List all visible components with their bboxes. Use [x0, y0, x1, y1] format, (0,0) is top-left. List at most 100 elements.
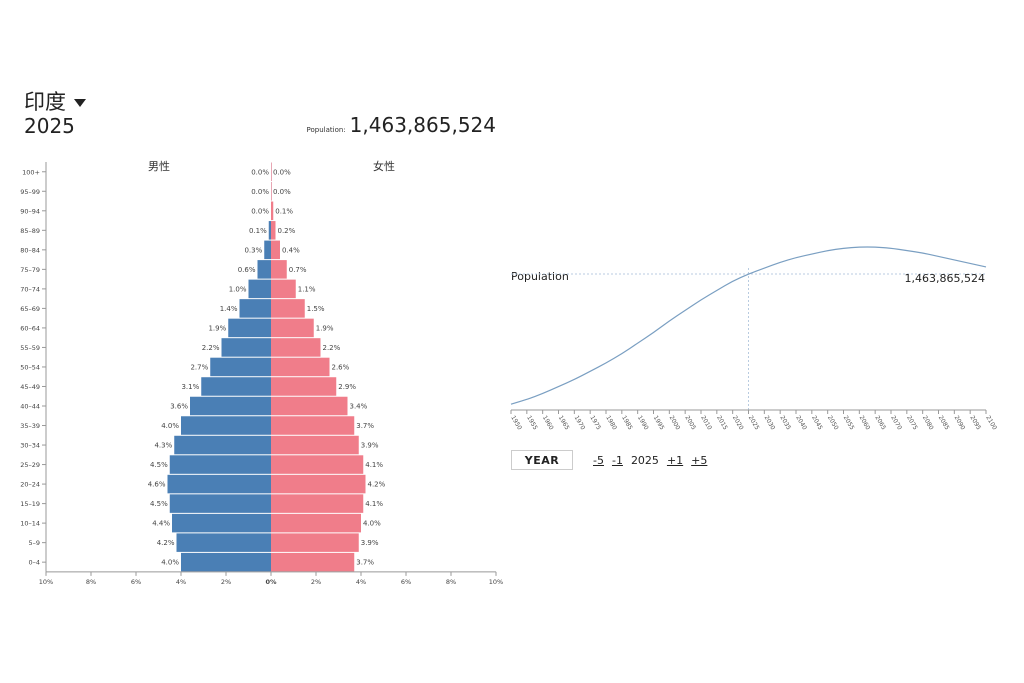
female-bar	[271, 474, 366, 494]
male-data-label: 1.4%	[220, 305, 238, 313]
male-data-label: 0.0%	[251, 168, 269, 176]
x-tick-label: 1960	[541, 415, 555, 432]
population-pyramid-chart: 男性 女性 4.0% 3.7% 0–4 4.2% 3.9% 5–9 4.4% 4.0% 10–14 4…	[20, 159, 503, 586]
female-data-label: 3.4%	[350, 403, 368, 411]
female-data-label: 4.0%	[363, 520, 381, 528]
male-data-label: 0.1%	[249, 227, 267, 235]
age-tick-label: 0–4	[28, 559, 40, 567]
plus-5-link[interactable]: +5	[691, 453, 708, 467]
female-data-label: 3.7%	[356, 559, 374, 567]
male-bar	[221, 338, 271, 357]
x-tick-label: 1990	[636, 415, 650, 432]
country-name: 印度	[24, 90, 66, 114]
male-data-label: 0.0%	[251, 188, 269, 196]
age-tick-label: 25–29	[20, 461, 40, 469]
x-tick-label: 4%	[356, 578, 366, 586]
x-tick-label: 2015	[715, 415, 729, 432]
female-series-label: 女性	[373, 159, 395, 173]
female-data-label: 0.0%	[273, 188, 291, 196]
minus-5-link[interactable]: -5	[593, 453, 604, 467]
female-data-label: 2.9%	[338, 383, 356, 391]
age-tick-label: 5–9	[28, 539, 40, 547]
x-tick-label: 2085	[937, 415, 951, 432]
male-data-label: 2.2%	[202, 344, 220, 352]
x-tick-label: 1975	[588, 415, 602, 432]
male-data-label: 4.6%	[148, 481, 166, 489]
x-tick-label: 2050	[826, 415, 840, 432]
male-bar	[248, 279, 271, 299]
x-tick-label: 2030	[763, 415, 777, 432]
x-tick-label: 2045	[810, 415, 824, 432]
x-tick-label: 2035	[778, 415, 792, 432]
x-tick-label: 2000	[668, 415, 682, 432]
age-tick-label: 15–19	[20, 500, 40, 508]
x-tick-label: 1955	[525, 415, 539, 432]
male-data-label: 4.5%	[150, 500, 168, 508]
female-bar	[271, 182, 272, 201]
age-tick-label: 45–49	[20, 383, 40, 391]
x-tick-label: 2090	[953, 415, 967, 432]
age-tick-label: 20–24	[20, 481, 40, 489]
male-bar	[169, 494, 271, 513]
male-data-label: 0.3%	[244, 246, 262, 254]
female-data-label: 0.2%	[278, 227, 296, 235]
population-total: Population: 1,463,865,524	[307, 113, 496, 137]
female-data-label: 4.1%	[365, 461, 383, 469]
age-tick-label: 30–34	[20, 442, 40, 450]
x-tick-label: 0%	[265, 578, 277, 586]
female-bar	[271, 396, 348, 416]
x-tick-label: 10%	[39, 578, 53, 586]
x-tick-label: 2060	[858, 415, 872, 432]
country-selector[interactable]: 印度	[24, 86, 86, 116]
female-bar	[271, 221, 276, 240]
female-data-label: 1.5%	[307, 305, 325, 313]
x-tick-label: 2040	[794, 415, 808, 432]
population-label: Population:	[306, 126, 346, 134]
x-tick-label: 2025	[747, 415, 761, 432]
female-bar	[271, 240, 280, 260]
female-data-label: 2.6%	[332, 363, 350, 371]
male-data-label: 0.6%	[238, 266, 256, 274]
x-tick-label: 8%	[446, 578, 456, 586]
male-bar	[176, 533, 271, 552]
x-tick-label: 1950	[509, 415, 523, 432]
female-data-label: 4.2%	[368, 481, 386, 489]
female-bar	[271, 299, 305, 318]
female-bar	[271, 201, 274, 221]
female-bar	[271, 162, 272, 182]
male-data-label: 4.2%	[157, 539, 175, 547]
x-tick-label: 1970	[573, 415, 587, 432]
female-data-label: 1.1%	[298, 285, 316, 293]
female-data-label: 0.1%	[275, 207, 293, 215]
current-year: 2025	[630, 453, 659, 467]
x-tick-label: 2%	[311, 578, 321, 586]
line-chart-title: Population	[511, 270, 569, 283]
age-tick-label: 60–64	[20, 324, 40, 332]
age-tick-label: 95–99	[20, 188, 40, 196]
female-bar	[271, 260, 287, 279]
male-bar	[210, 357, 271, 377]
female-bar	[271, 279, 296, 299]
x-tick-label: 2010	[699, 415, 713, 432]
caret-down-icon	[74, 98, 86, 107]
minus-1-link[interactable]: -1	[611, 453, 623, 467]
year-controls: YEAR -5 -1 2025 +1 +5	[511, 450, 707, 470]
x-tick-label: 2%	[221, 578, 231, 586]
male-bar	[181, 416, 271, 435]
female-bar	[271, 338, 321, 357]
x-tick-label: 6%	[401, 578, 411, 586]
female-data-label: 4.1%	[365, 500, 383, 508]
highlight-value-label: 1,463,865,524	[905, 272, 985, 285]
male-bar	[239, 299, 271, 318]
year-button[interactable]: YEAR	[511, 450, 573, 470]
x-tick-label: 2080	[921, 415, 935, 432]
x-tick-label: 1965	[557, 415, 571, 432]
female-bar	[271, 455, 364, 474]
plus-1-link[interactable]: +1	[666, 453, 684, 467]
male-data-label: 3.6%	[170, 403, 188, 411]
male-data-label: 0.0%	[251, 207, 269, 215]
x-tick-label: 2020	[731, 415, 745, 432]
female-data-label: 2.2%	[323, 344, 341, 352]
male-data-label: 4.3%	[154, 442, 172, 450]
male-data-label: 4.5%	[150, 461, 168, 469]
